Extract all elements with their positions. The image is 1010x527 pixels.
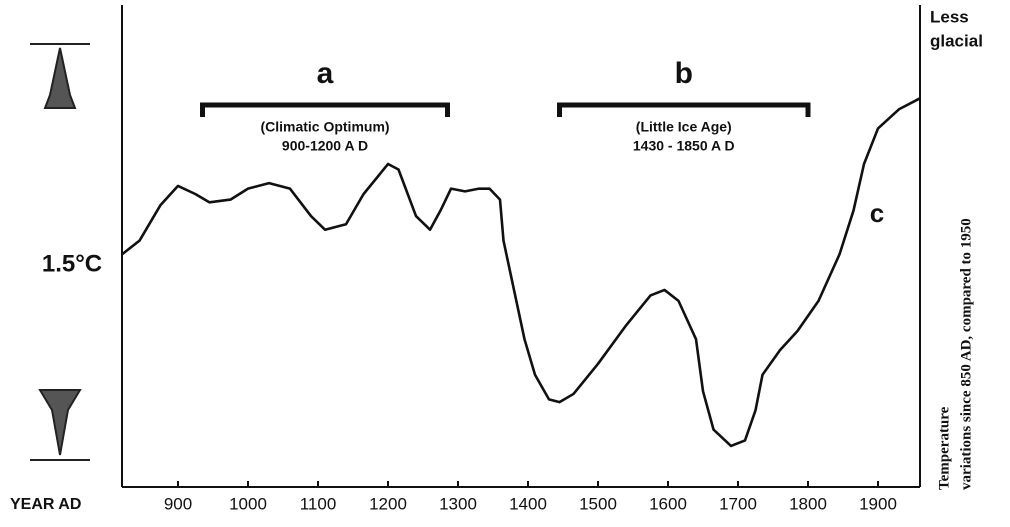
- corner-label: glacial: [930, 31, 983, 50]
- x-tick-label: 1500: [579, 494, 617, 513]
- period-letter: b: [675, 57, 693, 90]
- scale-marker: [30, 43, 90, 461]
- y-axis-label: Temperature: [936, 406, 952, 490]
- period-range: 1430 - 1850 A D: [633, 138, 735, 154]
- frame: [121, 5, 921, 488]
- x-tick-label: 1200: [369, 494, 407, 513]
- period-name: (Little Ice Age): [636, 119, 732, 135]
- x-tick-label: 1600: [649, 494, 687, 513]
- corner-label: Less: [930, 7, 969, 26]
- x-tick-label: 1900: [859, 494, 897, 513]
- x-tick-label: 1100: [300, 494, 337, 513]
- period-name: (Climatic Optimum): [260, 119, 389, 135]
- period-range: 900-1200 A D: [282, 138, 368, 154]
- period-letter: a: [317, 57, 334, 90]
- y-axis-label: variations since 850 AD, compared to 195…: [958, 218, 974, 490]
- line: [121, 97, 921, 448]
- x-tick-label: 1800: [789, 494, 827, 513]
- x-tick-label: 1300: [439, 494, 477, 513]
- x-axis-label: YEAR AD: [10, 496, 81, 513]
- x-tick-label: 1000: [229, 494, 267, 513]
- annotation: c: [870, 198, 884, 228]
- period-bracket: [200, 102, 450, 117]
- period-bracket: [557, 102, 811, 117]
- x-tick-label: 900: [164, 494, 192, 513]
- x-tick-label: 1700: [719, 494, 757, 513]
- scale-label: 1.5°C: [42, 250, 102, 277]
- x-tick-label: 1400: [509, 494, 547, 513]
